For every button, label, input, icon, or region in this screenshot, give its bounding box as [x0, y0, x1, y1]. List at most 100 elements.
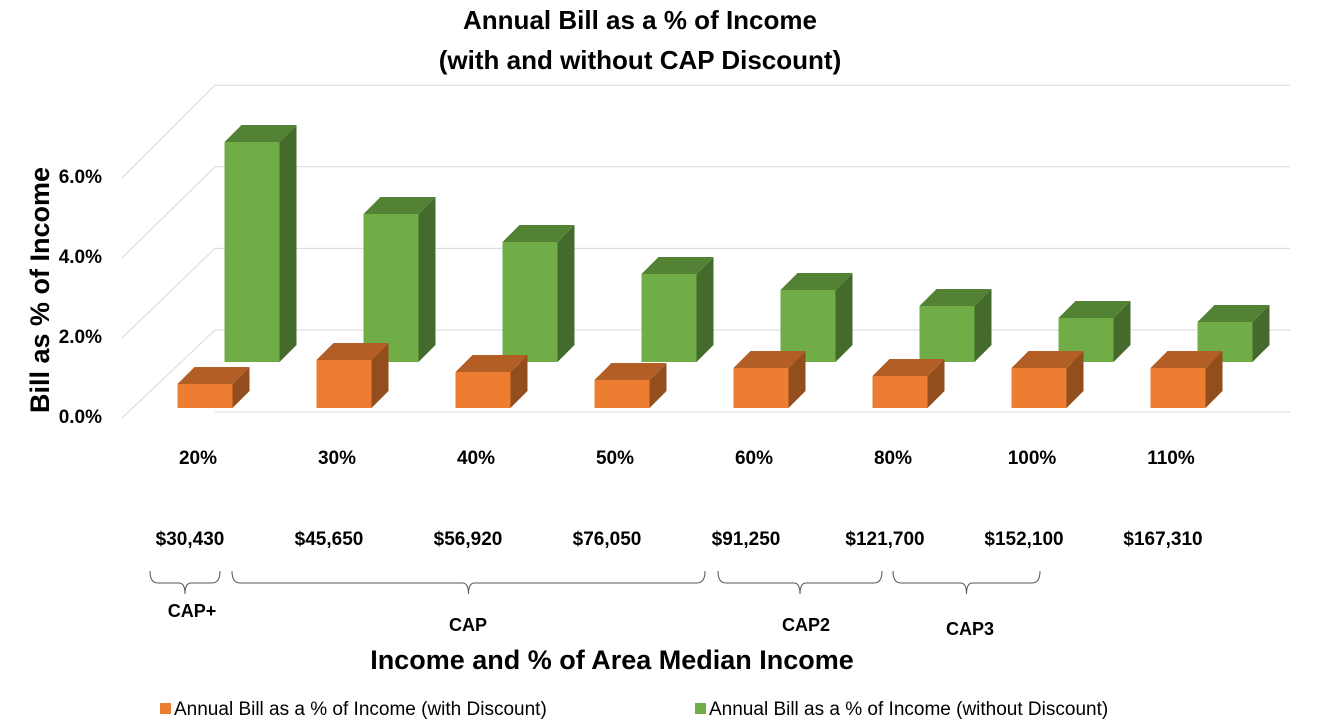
chart-subtitle: (with and without CAP Discount)	[439, 45, 841, 75]
bar-side	[788, 351, 806, 408]
group-bracket	[892, 570, 1041, 595]
group-bracket	[231, 570, 706, 595]
bar-top	[1011, 351, 1084, 368]
bar-front	[316, 360, 372, 408]
group-label: CAP3	[946, 619, 994, 639]
bar-side	[279, 125, 297, 362]
bar	[224, 125, 297, 362]
bar-side	[510, 355, 528, 408]
bar-top	[780, 273, 853, 290]
bar-front	[177, 384, 233, 408]
legend-swatch	[160, 703, 171, 714]
bar-side	[696, 257, 714, 362]
bar-side	[1066, 351, 1084, 408]
income-label: $30,430	[156, 529, 225, 550]
income-label: $167,310	[1123, 529, 1202, 550]
bar-front	[919, 306, 975, 362]
x-tick-label: 80%	[874, 448, 912, 469]
x-tick-label: 20%	[179, 448, 217, 469]
bar	[1150, 351, 1223, 408]
income-label: $56,920	[434, 529, 503, 550]
bar	[316, 343, 389, 408]
bar-front	[733, 368, 789, 408]
bar	[363, 197, 436, 362]
bar-side	[835, 273, 853, 362]
x-tick-label: 30%	[318, 448, 356, 469]
bar-top	[1058, 301, 1131, 318]
bar-top	[224, 125, 297, 142]
income-label: $121,700	[845, 529, 924, 550]
bar-front	[594, 380, 650, 408]
group-bracket	[717, 570, 883, 595]
bar	[594, 363, 667, 408]
y-tick-label: 2.0%	[59, 327, 102, 348]
bar-side	[649, 363, 667, 408]
bar-top	[455, 355, 528, 372]
legend-label: Annual Bill as a % of Income (without Di…	[709, 699, 1108, 720]
bar-side	[927, 359, 945, 408]
income-label: $45,650	[295, 529, 364, 550]
y-tick-label: 0.0%	[59, 407, 102, 428]
bar-front	[1150, 368, 1206, 408]
bar-front	[780, 290, 836, 362]
y-tick-label: 4.0%	[59, 247, 102, 268]
bar-top	[872, 359, 945, 376]
bar-front	[455, 372, 511, 408]
chart-title: Annual Bill as a % of Income	[463, 5, 817, 35]
bar-top	[641, 257, 714, 274]
bar	[502, 225, 575, 362]
grid-line	[121, 84, 1290, 179]
bar-top	[502, 225, 575, 242]
bar-top	[177, 367, 250, 384]
bar-top	[1197, 305, 1270, 322]
legend-label: Annual Bill as a % of Income (with Disco…	[174, 699, 547, 720]
legend-swatch	[695, 703, 706, 714]
bar-side	[1252, 305, 1270, 362]
x-tick-label: 110%	[1147, 448, 1195, 469]
bar	[1011, 351, 1084, 408]
bar-top	[363, 197, 436, 214]
bar-side	[232, 367, 250, 408]
group-bracket	[149, 570, 221, 595]
bar	[919, 289, 992, 362]
bar	[641, 257, 714, 362]
income-label: $76,050	[573, 529, 642, 550]
bar-top	[316, 343, 389, 360]
x-axis-title: Income and % of Area Median Income	[370, 645, 854, 675]
bar	[1058, 301, 1131, 362]
bar	[177, 367, 250, 408]
bar-front	[363, 214, 419, 362]
x-tick-label: 50%	[596, 448, 634, 469]
bar-top	[733, 351, 806, 368]
bar	[455, 355, 528, 408]
bar-side	[1113, 301, 1131, 362]
x-tick-label: 100%	[1008, 448, 1057, 469]
group-label: CAP	[449, 615, 487, 635]
group-label: CAP2	[782, 615, 830, 635]
income-label: $91,250	[712, 529, 781, 550]
group-label: CAP+	[168, 601, 217, 621]
income-label: $152,100	[984, 529, 1063, 550]
bar	[733, 351, 806, 408]
x-tick-label: 60%	[735, 448, 773, 469]
bar-front	[1011, 368, 1067, 408]
bar-front	[872, 376, 928, 408]
bar-top	[1150, 351, 1223, 368]
bar-side	[974, 289, 992, 362]
bar-front	[502, 242, 558, 362]
bar-side	[557, 225, 575, 362]
bar-front	[641, 274, 697, 362]
grid-line	[121, 247, 1290, 339]
bar-top	[594, 363, 667, 380]
bar	[780, 273, 853, 362]
x-tick-label: 40%	[457, 448, 495, 469]
y-tick-label: 6.0%	[59, 167, 102, 188]
bar-side	[371, 343, 389, 408]
y-axis-title: Bill as % of Income	[25, 167, 55, 413]
bar	[872, 359, 945, 408]
bar-front	[224, 142, 280, 362]
bar-side	[1205, 351, 1223, 408]
bar-side	[418, 197, 436, 362]
